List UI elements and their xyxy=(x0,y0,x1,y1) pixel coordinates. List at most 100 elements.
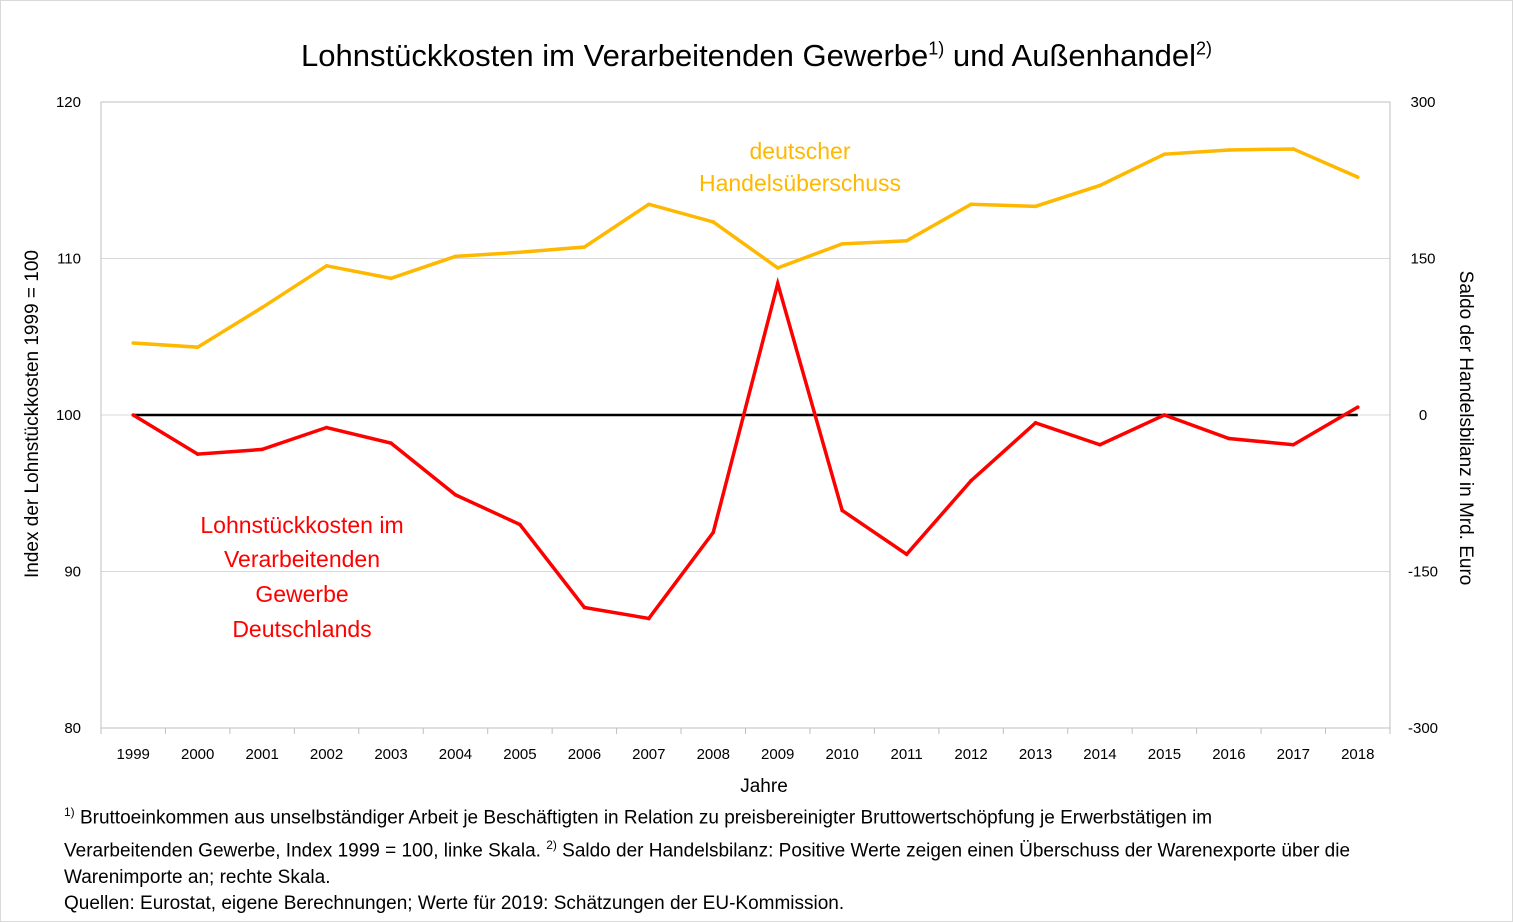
trade-point-2016 xyxy=(1227,148,1231,152)
trade-point-2007 xyxy=(647,202,651,207)
annotation-red-line: Gewerbe xyxy=(255,581,348,607)
series-line-handelsueberschuss xyxy=(133,147,1359,349)
annotation-yellow-line: Handelsüberschuss xyxy=(699,170,901,196)
ulc-point-2010 xyxy=(840,508,844,513)
ulc-point-2016 xyxy=(1227,436,1231,441)
x-tick-label: 2004 xyxy=(439,746,472,763)
trade-point-2012 xyxy=(969,202,973,207)
right-y-tick-label: 0 xyxy=(1419,407,1427,424)
x-tick-label: 2006 xyxy=(568,746,601,763)
left-y-tick-label: 120 xyxy=(56,94,81,111)
ulc-point-2007 xyxy=(647,616,651,621)
x-axis-ticks: 1999 2000 2001 2002 2003 2004 2005 2006 2007 2008… xyxy=(100,728,1391,763)
trade-point-1999 xyxy=(131,341,136,345)
ulc-point-2008 xyxy=(711,530,716,535)
footnote-line-3: Warenimporte an; rechte Skala. xyxy=(64,866,331,888)
annotation-lohnstueckkosten: Lohnstückkosten im Verarbeitenden Gewerbe D… xyxy=(200,512,403,642)
annotation-red-line: Deutschlands xyxy=(232,616,371,642)
x-tick-label: 2011 xyxy=(890,746,922,763)
ulc-point-2014 xyxy=(1098,442,1102,447)
trade-point-2010 xyxy=(840,242,844,246)
trade-point-2005 xyxy=(518,250,522,255)
ulc-point-2017 xyxy=(1291,442,1296,447)
footnotes: 1) Bruttoeinkommen aus unselbständiger A… xyxy=(64,799,1484,918)
title-text: Lohnstückkosten im Verarbeitenden Gewerb… xyxy=(301,38,929,73)
footnote-line-2: Verarbeitenden Gewerbe, Index 1999 = 100… xyxy=(64,837,1351,862)
chart-title: Lohnstückkosten im Verarbeitenden Gewerb… xyxy=(0,38,1513,74)
right-y-axis-ticks: 300 150 0 -150 -300 xyxy=(1408,94,1438,737)
series-line-lohnstueckkosten xyxy=(132,276,1359,621)
left-y-tick-label: 90 xyxy=(64,564,81,581)
trade-point-2004 xyxy=(453,254,458,259)
right-y-tick-label: -300 xyxy=(1408,720,1438,737)
trade-point-2001 xyxy=(260,305,264,310)
ulc-point-2002 xyxy=(324,425,329,430)
ulc-point-2000 xyxy=(195,452,200,456)
ulc-point-2011 xyxy=(904,552,909,557)
trade-point-2009 xyxy=(775,266,780,270)
title-text-2: und Außenhandel xyxy=(944,38,1196,73)
right-y-tick-label: -150 xyxy=(1408,564,1438,581)
x-tick-label: 2017 xyxy=(1277,746,1310,763)
annotation-red-line: Lohnstückkosten im xyxy=(200,512,403,538)
annotation-red-line: Verarbeitenden xyxy=(224,546,380,572)
ulc-point-2015 xyxy=(1162,413,1167,417)
trade-point-2018 xyxy=(1355,175,1360,179)
title-footnote-marker-2: 2) xyxy=(1195,38,1212,59)
right-y-axis-title: Saldo der Handelsbilanz in Mrd. Euro xyxy=(1455,271,1476,586)
data-points xyxy=(131,147,1360,621)
annotation-yellow-line: deutscher xyxy=(749,138,850,164)
right-y-tick-label: 150 xyxy=(1410,251,1435,268)
x-tick-label: 2000 xyxy=(181,746,214,763)
trade-point-2000 xyxy=(195,345,200,349)
trade-point-2013 xyxy=(1033,204,1038,209)
ulc-point-2013 xyxy=(1033,421,1038,425)
annotation-handelsueberschuss: deutscher Handelsüberschuss xyxy=(699,138,901,196)
trade-point-2011 xyxy=(904,238,909,243)
trade-point-2015 xyxy=(1162,152,1167,156)
left-y-tick-label: 80 xyxy=(64,720,81,737)
ulc-point-1999 xyxy=(131,413,136,417)
x-tick-label: 2012 xyxy=(954,746,987,763)
left-y-tick-label: 100 xyxy=(56,407,81,424)
x-tick-label: 2015 xyxy=(1148,746,1181,763)
x-tick-label: 1999 xyxy=(117,746,150,763)
x-tick-label: 2002 xyxy=(310,746,343,763)
left-y-axis-ticks: 120 110 100 90 80 xyxy=(56,94,81,737)
x-tick-label: 2018 xyxy=(1341,746,1374,763)
footnote-marker-2: 2) xyxy=(546,837,557,852)
footnote-line-1: 1) Bruttoeinkommen aus unselbständiger A… xyxy=(64,805,1213,829)
x-tick-label: 2007 xyxy=(632,746,665,763)
title-footnote-marker-1: 1) xyxy=(928,38,945,59)
x-tick-label: 2001 xyxy=(245,746,278,763)
x-tick-label: 2013 xyxy=(1019,746,1052,763)
trade-point-2014 xyxy=(1098,183,1102,188)
x-tick-label: 2003 xyxy=(374,746,407,763)
x-tick-label: 2005 xyxy=(503,746,536,763)
right-y-tick-label: 300 xyxy=(1410,94,1435,111)
x-tick-label: 2016 xyxy=(1212,746,1245,763)
ulc-point-2006 xyxy=(582,605,587,610)
footnote-marker-1: 1) xyxy=(64,805,75,819)
left-y-tick-label: 110 xyxy=(57,251,81,268)
x-axis-title: Jahre xyxy=(740,776,788,797)
ulc-point-2005 xyxy=(518,522,522,527)
footnote-line-4: Quellen: Eurostat, eigene Berechnungen; … xyxy=(64,893,845,915)
x-tick-label: 2009 xyxy=(761,746,794,763)
ulc-point-2001 xyxy=(260,447,264,452)
left-y-axis-title: Index der Lohnstückkosten 1999 = 100 xyxy=(22,250,43,578)
trade-point-2006 xyxy=(582,245,587,249)
x-tick-label: 2014 xyxy=(1083,746,1116,763)
ulc-point-2003 xyxy=(389,441,393,445)
trade-point-2008 xyxy=(711,220,716,224)
ulc-point-2018 xyxy=(1355,405,1360,409)
x-tick-label: 2008 xyxy=(697,746,730,763)
trade-point-2017 xyxy=(1291,147,1296,151)
trade-point-2002 xyxy=(324,264,329,268)
ulc-point-2009 xyxy=(775,281,780,286)
ulc-point-2004 xyxy=(453,493,458,497)
ulc-point-2012 xyxy=(969,478,973,483)
x-tick-label: 2010 xyxy=(825,746,858,763)
trade-point-2003 xyxy=(389,276,393,281)
